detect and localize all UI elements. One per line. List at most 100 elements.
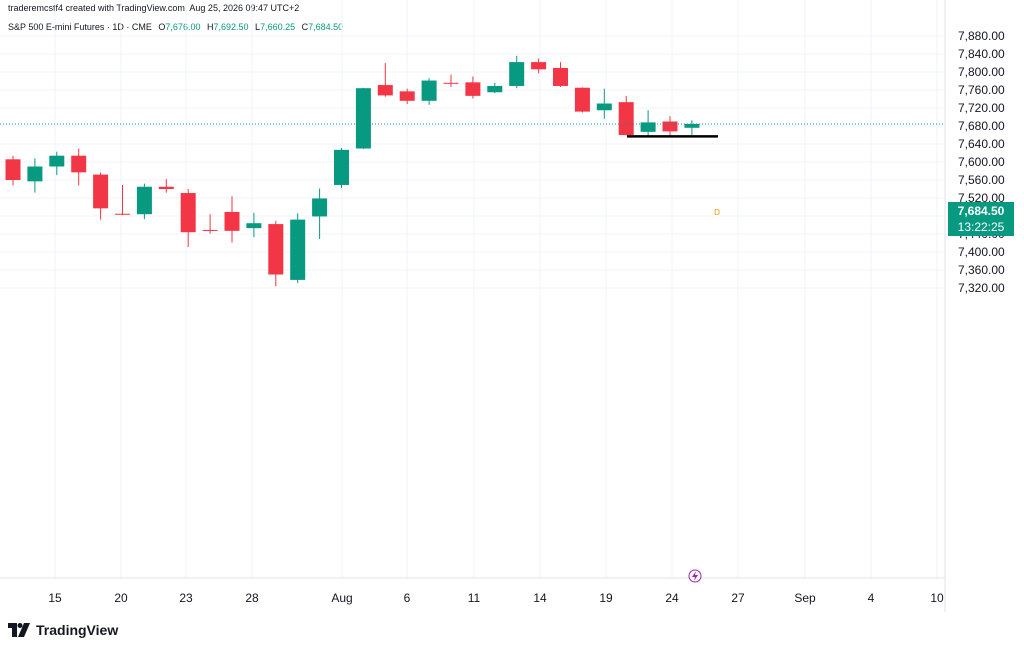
time-tick-label: 10 bbox=[930, 591, 944, 605]
candle-body bbox=[618, 102, 634, 135]
time-tick-label: 23 bbox=[179, 591, 193, 605]
candle-up[interactable] bbox=[246, 212, 262, 238]
dividend-marker-letter: D bbox=[714, 208, 720, 217]
price-tick-label: 7,800.00 bbox=[958, 65, 1005, 79]
candle-up[interactable] bbox=[596, 88, 612, 119]
candle-body bbox=[158, 186, 174, 189]
candle-body bbox=[662, 121, 678, 132]
ohlc-open-label: O bbox=[158, 22, 166, 32]
candle-body bbox=[553, 67, 568, 86]
candle-up[interactable] bbox=[290, 213, 306, 284]
candle-down[interactable] bbox=[224, 196, 240, 243]
candle-body bbox=[574, 87, 590, 112]
last-price-label: 7,684.50 13:22:25 bbox=[948, 202, 1014, 236]
candle-down[interactable] bbox=[443, 74, 459, 87]
candle-down[interactable] bbox=[618, 95, 634, 136]
ohlc-high: H7,692.50 bbox=[207, 22, 249, 32]
time-tick-label: 20 bbox=[114, 591, 128, 605]
candle-up[interactable] bbox=[509, 55, 525, 89]
candle-down[interactable] bbox=[202, 214, 218, 234]
price-tick-label: 7,640.00 bbox=[958, 137, 1005, 151]
candle-body bbox=[684, 123, 700, 128]
candle-up[interactable] bbox=[684, 120, 700, 135]
price-tick-label: 7,760.00 bbox=[958, 83, 1005, 97]
tradingview-logo-icon bbox=[8, 623, 30, 637]
candle-down[interactable] bbox=[180, 189, 196, 248]
candle-up[interactable] bbox=[27, 158, 43, 193]
candle-body bbox=[49, 155, 65, 167]
candle-series bbox=[5, 55, 700, 287]
candle-body bbox=[71, 155, 87, 173]
time-axis[interactable]: 15 20 23 28 Aug 6 11 14 19 24 27 Sep 4 10 bbox=[48, 591, 944, 605]
candle-body bbox=[421, 80, 437, 101]
time-tick-label: 15 bbox=[48, 591, 62, 605]
event-bolt-glyph bbox=[692, 571, 698, 581]
price-tick-label: 7,560.00 bbox=[958, 173, 1005, 187]
candle-up[interactable] bbox=[355, 87, 371, 149]
candle-down[interactable] bbox=[531, 58, 547, 74]
time-tick-label: 27 bbox=[731, 591, 745, 605]
time-tick-label: 24 bbox=[665, 591, 679, 605]
candle-down[interactable] bbox=[553, 62, 568, 87]
candle-down[interactable] bbox=[662, 116, 678, 137]
candle-up[interactable] bbox=[49, 151, 65, 176]
candle-up[interactable] bbox=[640, 110, 656, 136]
candle-down[interactable] bbox=[465, 76, 481, 99]
time-tick-label: 11 bbox=[468, 591, 481, 605]
time-tick-label: Aug bbox=[331, 591, 352, 605]
candle-down[interactable] bbox=[115, 184, 130, 216]
candle-down[interactable] bbox=[158, 179, 174, 193]
time-tick-label: 6 bbox=[404, 591, 411, 605]
candle-body bbox=[224, 211, 240, 231]
last-price-value: 7,684.50 bbox=[957, 204, 1005, 218]
chart-grid bbox=[0, 0, 945, 578]
candle-down[interactable] bbox=[71, 148, 87, 186]
candle-body bbox=[115, 213, 130, 215]
event-bolt-icon[interactable] bbox=[688, 569, 702, 583]
ohlc-open: O7,676.00 bbox=[158, 22, 200, 32]
candle-body bbox=[531, 62, 547, 70]
candle-down[interactable] bbox=[377, 63, 393, 97]
candle-body bbox=[27, 166, 43, 182]
chart-attribution: traderemcstf4 created with TradingView.c… bbox=[8, 3, 300, 13]
candle-body bbox=[596, 103, 612, 111]
candle-down[interactable] bbox=[93, 172, 109, 220]
ohlc-high-value: 7,692.50 bbox=[213, 22, 249, 32]
candle-down[interactable] bbox=[574, 87, 590, 113]
tradingview-logo[interactable]: TradingView bbox=[8, 622, 118, 638]
candle-down[interactable] bbox=[399, 88, 415, 104]
candle-up[interactable] bbox=[136, 183, 152, 220]
candle-up[interactable] bbox=[421, 78, 437, 105]
candle-body bbox=[202, 229, 218, 231]
candle-up[interactable] bbox=[487, 82, 503, 94]
candle-body bbox=[93, 174, 109, 209]
candle-body bbox=[465, 82, 481, 96]
candle-body bbox=[246, 223, 262, 229]
dividend-marker[interactable]: D bbox=[712, 207, 722, 217]
symbol-title[interactable]: S&P 500 E-mini Futures · 1D · CME bbox=[8, 22, 152, 32]
candle-down[interactable] bbox=[5, 155, 21, 186]
price-tick-label: 7,840.00 bbox=[958, 47, 1005, 61]
time-tick-label: 19 bbox=[599, 591, 613, 605]
candle-body bbox=[399, 91, 415, 101]
candle-body bbox=[640, 122, 656, 132]
price-axis[interactable]: 7,880.00 7,840.00 7,800.00 7,760.00 7,720.00… bbox=[958, 29, 1005, 295]
candle-body bbox=[443, 82, 459, 84]
candle-body bbox=[377, 85, 393, 96]
candle-body bbox=[180, 193, 196, 233]
candle-up[interactable] bbox=[312, 188, 328, 239]
candle-body bbox=[487, 85, 503, 93]
price-tick-label: 7,880.00 bbox=[958, 29, 1005, 43]
price-tick-label: 7,360.00 bbox=[958, 263, 1005, 277]
candle-up[interactable] bbox=[334, 148, 349, 189]
ohlc-open-value: 7,676.00 bbox=[165, 22, 201, 32]
price-tick-label: 7,320.00 bbox=[958, 281, 1005, 295]
ohlc-close-value: 7,684.50 bbox=[308, 22, 344, 32]
candle-body bbox=[290, 219, 306, 280]
candle-down[interactable] bbox=[268, 220, 284, 287]
bar-countdown: 13:22:25 bbox=[957, 220, 1005, 234]
candle-body bbox=[355, 88, 371, 149]
candle-body bbox=[5, 159, 21, 180]
price-tick-label: 7,600.00 bbox=[958, 155, 1005, 169]
